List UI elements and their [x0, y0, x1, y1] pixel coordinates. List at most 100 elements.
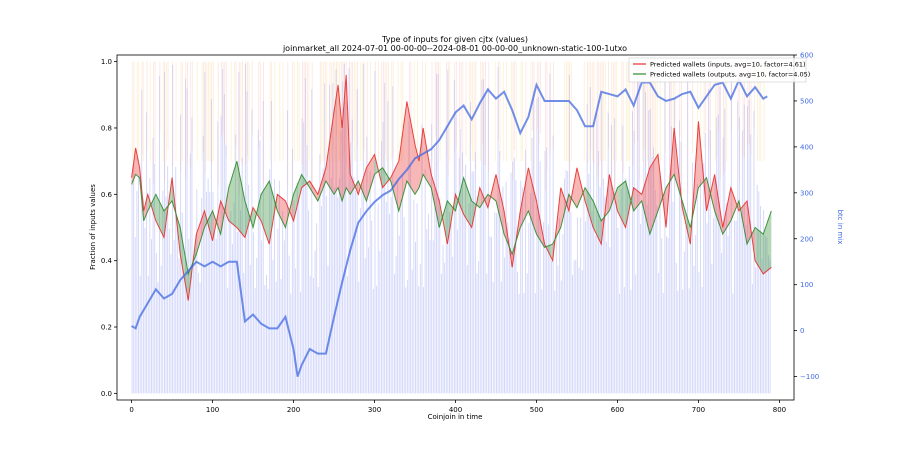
- background-bar: [646, 204, 648, 394]
- background-bar: [743, 104, 745, 394]
- background-bar: [635, 274, 637, 394]
- background-bar: [580, 217, 582, 394]
- background-bar: [381, 61, 383, 179]
- background-bar: [157, 282, 159, 394]
- background-bar: [248, 184, 250, 394]
- background-bar: [152, 137, 154, 394]
- background-bar: [235, 134, 237, 394]
- background-bar: [727, 235, 729, 394]
- background-bar: [440, 273, 442, 394]
- background-bar: [431, 123, 433, 394]
- background-bar: [596, 61, 598, 178]
- y2-tick-label: 500: [800, 97, 813, 105]
- y2-tick-label: 400: [800, 143, 813, 151]
- background-bar: [275, 281, 277, 394]
- background-bar: [613, 61, 614, 162]
- background-bar: [383, 61, 384, 175]
- background-bar: [680, 141, 682, 394]
- background-bar: [319, 154, 321, 394]
- background-bar: [444, 262, 446, 394]
- background-bar: [520, 61, 522, 162]
- background-bar: [421, 124, 423, 394]
- background-bar: [756, 184, 758, 394]
- background-bar: [586, 104, 588, 394]
- background-bar: [219, 231, 220, 394]
- background-bar: [515, 179, 517, 394]
- background-bar: [212, 61, 214, 162]
- background-bar: [604, 196, 606, 394]
- fill-segment: [633, 187, 642, 211]
- background-bar: [499, 151, 501, 394]
- background-bar: [296, 182, 298, 394]
- fill-segment: [649, 154, 658, 235]
- background-bar: [542, 221, 544, 394]
- background-bar: [729, 221, 731, 394]
- background-bar: [526, 273, 528, 394]
- background-bar: [565, 170, 567, 394]
- background-bar: [346, 276, 348, 394]
- background-bar: [625, 178, 627, 394]
- background-bar: [224, 61, 226, 145]
- background-bar: [197, 272, 199, 394]
- background-bar: [343, 63, 345, 394]
- background-bar: [363, 63, 365, 394]
- background-bar: [499, 61, 501, 159]
- fill-segment: [261, 181, 270, 245]
- background-bar: [449, 211, 450, 394]
- background-bar: [165, 196, 167, 394]
- background-bar: [293, 61, 295, 162]
- background-bar: [208, 61, 209, 162]
- background-bar: [614, 61, 616, 190]
- background-bar: [643, 61, 645, 149]
- background-bar: [442, 244, 444, 394]
- background-bar: [230, 61, 232, 162]
- background-bar: [473, 61, 475, 162]
- background-bar: [510, 61, 512, 162]
- background-bar: [609, 247, 611, 394]
- background-bar: [146, 61, 148, 151]
- background-bar: [272, 260, 274, 394]
- background-bar: [632, 111, 633, 394]
- background-bar: [611, 61, 613, 188]
- background-bar: [462, 61, 464, 173]
- background-bar: [476, 273, 478, 394]
- fill-segment: [155, 194, 164, 238]
- background-bar: [254, 288, 256, 394]
- background-bar: [372, 288, 374, 394]
- background-bar: [512, 61, 514, 181]
- background-bar: [312, 277, 314, 394]
- background-bar: [324, 61, 326, 160]
- background-bar: [217, 61, 219, 186]
- series-line-0: [131, 74, 772, 301]
- background-bar: [687, 61, 689, 394]
- background-bar: [203, 61, 205, 152]
- background-bar: [403, 217, 405, 394]
- background-bar: [201, 198, 203, 394]
- background-bar: [248, 61, 250, 162]
- fill-segment: [338, 84, 343, 201]
- background-bar: [726, 61, 728, 162]
- background-bar: [378, 61, 379, 162]
- background-bar: [415, 242, 416, 394]
- background-bar: [421, 61, 423, 138]
- background-bar: [485, 61, 486, 166]
- background-bar: [134, 237, 136, 394]
- fill-segment: [334, 84, 339, 195]
- background-bar: [225, 61, 227, 158]
- background-bar: [480, 61, 481, 162]
- x-tick-label: 800: [773, 406, 786, 414]
- background-bar: [739, 61, 741, 181]
- background-bar: [408, 121, 410, 394]
- background-bar: [564, 61, 566, 162]
- background-bar: [697, 61, 699, 162]
- background-bar: [534, 293, 536, 394]
- background-bar: [640, 223, 642, 394]
- background-bar: [463, 215, 465, 394]
- background-bar: [231, 243, 233, 394]
- background-bar: [606, 241, 608, 394]
- background-bar: [716, 61, 718, 156]
- background-bar: [590, 61, 592, 150]
- background-bar: [308, 210, 310, 394]
- background-bar: [487, 87, 489, 394]
- background-bar: [655, 61, 656, 162]
